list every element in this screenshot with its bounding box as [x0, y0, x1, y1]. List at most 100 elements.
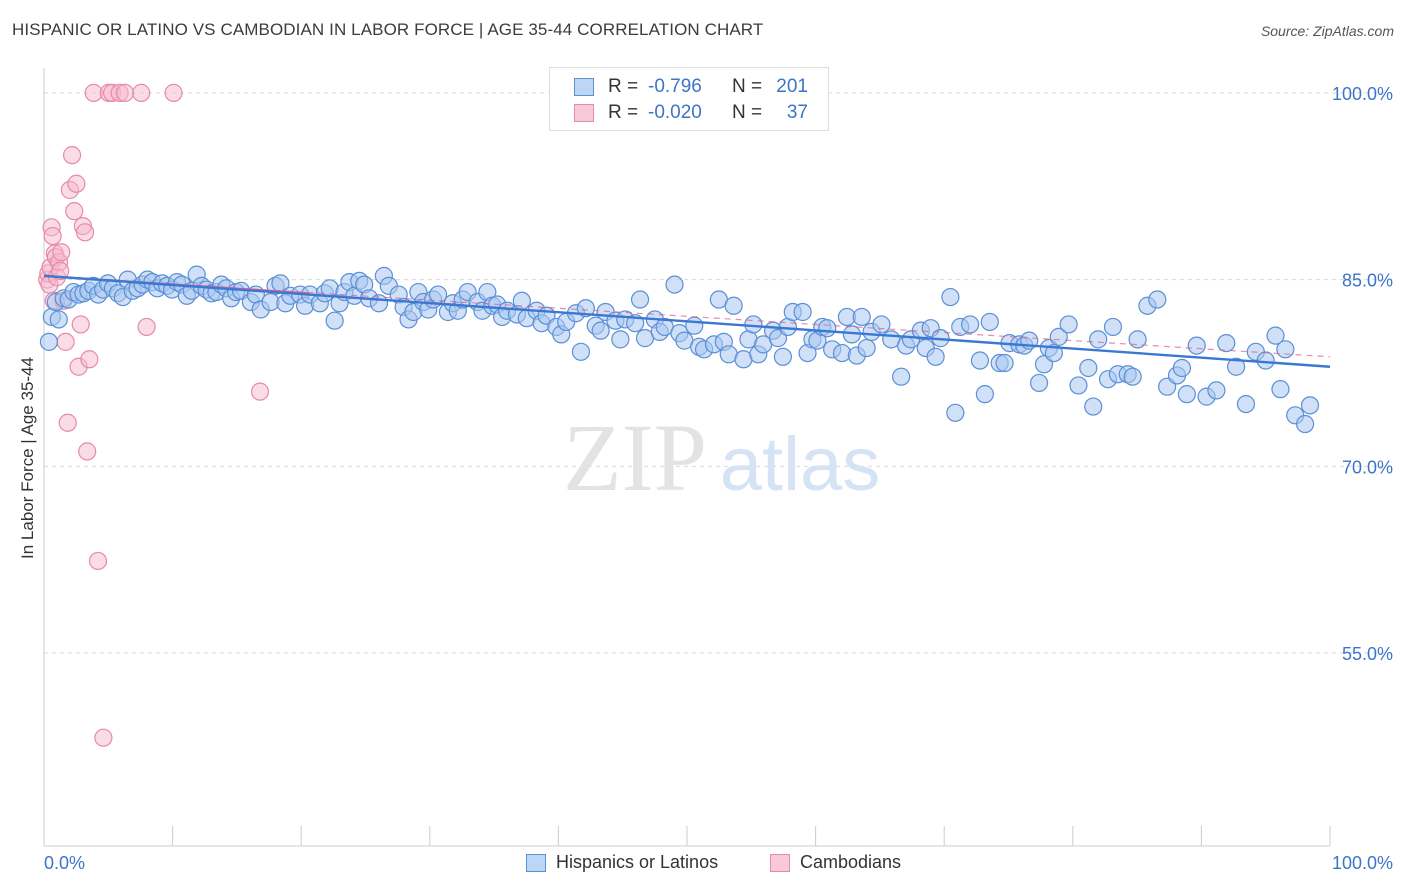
- data-point-hispanics: [793, 302, 812, 322]
- trend-lines: [43, 274, 1331, 368]
- data-point-hispanics: [630, 290, 650, 309]
- data-point-cambodians: [51, 261, 70, 281]
- y-tick-label: 70.0%: [1342, 457, 1393, 477]
- data-point-hispanics: [1128, 330, 1147, 349]
- y-axis-label: In Labor Force | Age 35-44: [18, 357, 37, 559]
- tick-labels: 100.0% 85.0% 70.0% 55.0% 0.0% 100.0%: [44, 84, 1393, 873]
- data-point-cambodians: [43, 226, 62, 246]
- data-point-cambodians: [52, 243, 71, 262]
- data-point-cambodians: [65, 202, 84, 221]
- data-point-hispanics: [576, 299, 595, 318]
- data-point-hispanics: [571, 342, 591, 361]
- data-point-hispanics: [773, 347, 793, 366]
- data-point-cambodians: [71, 315, 90, 334]
- stats-legend: R = -0.796 N = 201 R = -0.020 N = 37: [549, 67, 829, 131]
- data-point-hispanics: [1207, 381, 1226, 400]
- data-point-cambodians: [58, 413, 77, 432]
- chart-source: Source: ZipAtlas.com: [1260, 23, 1394, 39]
- stats-row-hispanics: R = -0.796 N = 201: [574, 75, 808, 99]
- data-point-hispanics: [1044, 343, 1063, 363]
- data-point-cambodians: [250, 382, 270, 401]
- data-point-hispanics: [1217, 334, 1236, 353]
- r-value: -0.796: [648, 76, 702, 97]
- data-point-hispanics: [1295, 414, 1315, 434]
- trend-line-hispanics: [43, 274, 1331, 368]
- blue-swatch: [574, 78, 594, 96]
- data-point-cambodians: [132, 83, 151, 102]
- r-value: -0.020: [648, 102, 702, 123]
- data-point-hispanics: [1123, 367, 1142, 386]
- axes: [43, 68, 1331, 847]
- data-point-hispanics: [852, 307, 871, 327]
- data-point-cambodians: [78, 442, 97, 461]
- blue-swatch: [526, 853, 546, 872]
- data-point-hispanics: [685, 316, 704, 335]
- data-point-cambodians: [67, 174, 86, 193]
- data-point-hispanics: [1103, 317, 1123, 337]
- data-point-hispanics: [1049, 327, 1068, 346]
- data-point-hispanics: [1084, 397, 1103, 416]
- data-point-hispanics: [832, 343, 852, 363]
- data-point-hispanics: [946, 403, 965, 422]
- data-point-hispanics: [1029, 373, 1049, 393]
- watermark: ZIP atlas: [563, 404, 880, 511]
- data-point-hispanics: [1069, 376, 1088, 395]
- data-point-hispanics: [1266, 326, 1285, 345]
- n-label: N =: [732, 102, 763, 123]
- y-tick-label: 85.0%: [1342, 271, 1393, 291]
- data-point-cambodians: [56, 332, 75, 351]
- data-point-hispanics: [1256, 351, 1275, 370]
- data-point-cambodians: [115, 83, 135, 102]
- data-point-hispanics: [1079, 358, 1098, 378]
- r-label: R =: [608, 102, 639, 123]
- data-point-hispanics: [1236, 394, 1256, 414]
- cambodians-points: [38, 83, 270, 747]
- y-tick-label: 100.0%: [1332, 84, 1393, 104]
- data-point-hispanics: [39, 332, 59, 351]
- data-point-cambodians: [75, 223, 95, 242]
- data-point-hispanics: [325, 311, 344, 330]
- legend-label-hispanics: Hispanics or Latinos: [556, 852, 719, 872]
- data-point-hispanics: [611, 330, 630, 349]
- data-point-hispanics: [970, 351, 990, 370]
- data-point-hispanics: [1059, 315, 1078, 334]
- data-point-hispanics: [872, 315, 891, 334]
- n-value: 37: [786, 102, 808, 123]
- data-point-hispanics: [1276, 340, 1295, 359]
- data-point-hispanics: [591, 321, 610, 340]
- data-point-hispanics: [818, 319, 837, 338]
- data-point-cambodians: [62, 146, 82, 165]
- n-label: N =: [732, 76, 763, 97]
- data-point-hispanics: [926, 347, 945, 366]
- x-tick-label: 0.0%: [44, 853, 85, 873]
- series-legend: Hispanics or Latinos Cambodians: [0, 852, 1406, 876]
- stats-row-cambodians: R = -0.020 N = 37: [574, 101, 808, 125]
- chart-title: HISPANIC OR LATINO VS CAMBODIAN IN LABOR…: [12, 20, 764, 39]
- data-point-hispanics: [1187, 336, 1206, 355]
- pink-swatch: [574, 104, 594, 122]
- data-point-hispanics: [995, 353, 1014, 373]
- hispanics-points: [39, 265, 1320, 434]
- watermark-atlas: atlas: [720, 422, 881, 507]
- watermark-zip: ZIP: [563, 404, 707, 511]
- data-point-cambodians: [164, 83, 183, 102]
- data-point-hispanics: [857, 338, 876, 358]
- data-point-cambodians: [94, 728, 113, 747]
- data-point-hispanics: [724, 296, 743, 315]
- legend-item-cambodians: Cambodians: [770, 852, 901, 873]
- data-point-hispanics: [892, 367, 911, 386]
- data-point-hispanics: [1089, 330, 1108, 349]
- data-point-hispanics: [975, 385, 994, 404]
- data-point-hispanics: [1148, 290, 1167, 309]
- n-value: 201: [776, 76, 808, 97]
- data-point-cambodians: [137, 317, 156, 337]
- data-point-cambodians: [80, 350, 99, 369]
- data-point-hispanics: [665, 275, 684, 294]
- data-point-hispanics: [1172, 358, 1192, 378]
- grid-lines: [44, 92, 1394, 654]
- legend-label-cambodians: Cambodians: [800, 852, 902, 872]
- data-point-hispanics: [49, 310, 68, 329]
- data-point-hispanics: [1177, 385, 1196, 404]
- data-point-hispanics: [961, 315, 980, 334]
- data-point-hispanics: [980, 312, 999, 332]
